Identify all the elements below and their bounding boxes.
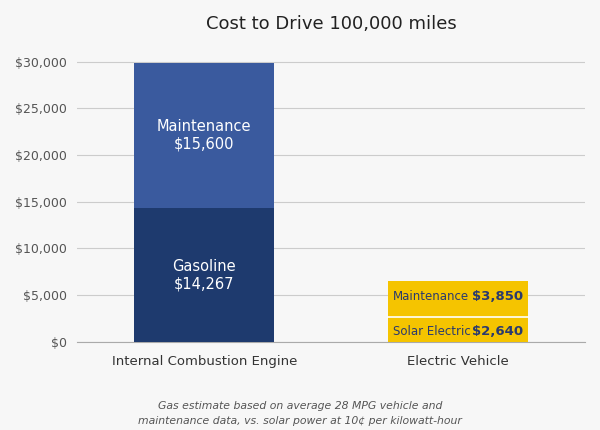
- Text: Maintenance: Maintenance: [394, 290, 469, 303]
- Bar: [388, 281, 528, 317]
- Title: Cost to Drive 100,000 miles: Cost to Drive 100,000 miles: [206, 15, 457, 33]
- Text: $3,850: $3,850: [472, 290, 523, 303]
- Text: Gas estimate based on average 28 MPG vehicle and
maintenance data, vs. solar pow: Gas estimate based on average 28 MPG veh…: [138, 401, 462, 426]
- Bar: [134, 209, 274, 341]
- Text: Maintenance
$15,600: Maintenance $15,600: [157, 120, 251, 152]
- Bar: [134, 63, 274, 209]
- Text: Solar Electric: Solar Electric: [394, 325, 471, 338]
- Text: Gasoline
$14,267: Gasoline $14,267: [172, 259, 236, 291]
- Text: $2,640: $2,640: [472, 325, 523, 338]
- Bar: [388, 317, 528, 341]
